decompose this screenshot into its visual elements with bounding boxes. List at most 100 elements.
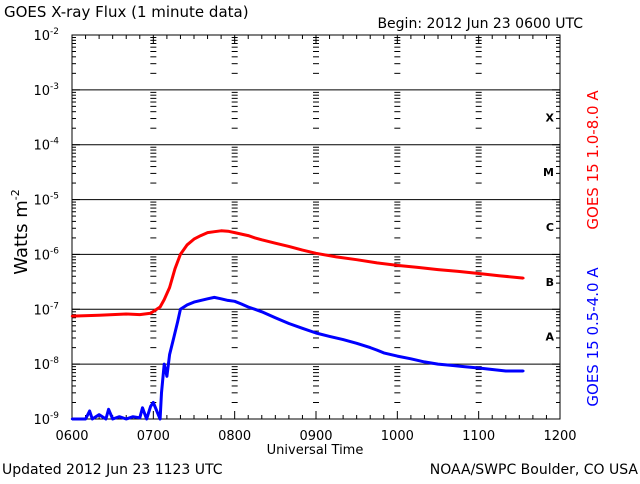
data-point-short-wavelength xyxy=(172,336,175,340)
data-point-short-wavelength xyxy=(160,391,163,394)
x-tick-label: 1100 xyxy=(462,429,495,444)
data-point-short-wavelength xyxy=(355,342,358,345)
y-tick-base: 10 xyxy=(33,84,50,99)
data-point-short-wavelength xyxy=(107,408,110,411)
data-point-short-wavelength xyxy=(375,348,379,352)
data-point-long-wavelength xyxy=(416,266,419,269)
footer-updated: Updated 2012 Jun 23 1123 UTC xyxy=(2,462,223,478)
grid-layer xyxy=(72,37,560,403)
data-point-long-wavelength xyxy=(301,248,304,252)
x-tick-label: 0700 xyxy=(137,429,170,444)
data-point-long-wavelength xyxy=(173,267,177,270)
flare-class-label: X xyxy=(546,111,555,124)
x-tick-label: 0800 xyxy=(218,429,251,444)
data-point-long-wavelength xyxy=(226,230,230,233)
data-point-short-wavelength xyxy=(253,308,257,311)
svg-text:Watts m-2: Watts m-2 xyxy=(9,189,32,274)
data-point-long-wavelength xyxy=(396,264,399,267)
data-point-long-wavelength xyxy=(274,242,277,245)
data-point-short-wavelength xyxy=(477,366,480,370)
footer-credit: NOAA/SWPC Boulder, CO USA xyxy=(430,462,639,478)
flare-class-label: A xyxy=(545,331,554,344)
data-point-short-wavelength xyxy=(274,316,277,319)
data-point-long-wavelength xyxy=(138,313,141,316)
data-point-long-wavelength xyxy=(179,253,182,256)
x-tick-label: 1200 xyxy=(543,429,576,444)
data-point-short-wavelength xyxy=(88,409,91,413)
data-point-long-wavelength xyxy=(199,234,202,237)
data-point-short-wavelength xyxy=(219,297,223,300)
data-point-short-wavelength xyxy=(301,327,304,330)
data-point-short-wavelength xyxy=(179,308,182,311)
data-point-short-wavelength xyxy=(341,338,345,341)
legend-long-group: GOES 15 1.0-8.0 A xyxy=(584,90,602,230)
data-point-short-wavelength xyxy=(491,368,494,371)
y-tick-base: 10 xyxy=(33,139,50,154)
data-point-short-wavelength xyxy=(131,415,135,418)
flare-class-label: B xyxy=(546,276,554,289)
data-point-short-wavelength xyxy=(463,365,467,368)
data-point-long-wavelength xyxy=(206,231,209,234)
y-tick-base: 10 xyxy=(33,194,50,209)
x-axis-label: Universal Time xyxy=(267,443,364,458)
data-point-short-wavelength xyxy=(369,346,372,349)
legend-short-group: GOES 15 0.5-4.0 A xyxy=(584,267,602,407)
y-tick-label: 10-6 xyxy=(33,246,59,263)
data-point-long-wavelength xyxy=(97,314,101,317)
flare-class-label: C xyxy=(546,221,554,234)
data-point-short-wavelength xyxy=(287,322,291,325)
y-tick-exponent: -7 xyxy=(50,301,59,311)
data-point-short-wavelength xyxy=(396,354,399,358)
y-tick-exponent: -6 xyxy=(50,246,59,256)
data-point-long-wavelength xyxy=(436,268,440,271)
legend-short-wavelength: GOES 15 0.5-4.0 A xyxy=(584,267,602,407)
data-point-short-wavelength xyxy=(141,406,144,409)
data-point-long-wavelength xyxy=(287,245,291,248)
data-point-long-wavelength xyxy=(219,229,223,232)
data-point-short-wavelength xyxy=(111,417,114,421)
data-point-short-wavelength xyxy=(206,297,209,300)
data-point-short-wavelength xyxy=(240,302,243,306)
y-tick-base: 10 xyxy=(33,29,50,44)
flare-class-label: M xyxy=(543,166,554,179)
data-point-short-wavelength xyxy=(436,362,440,366)
y-axis-label: Watts m xyxy=(11,200,32,274)
y-tick-label: 10-7 xyxy=(33,301,59,318)
data-point-short-wavelength xyxy=(70,417,74,421)
data-point-short-wavelength xyxy=(233,300,236,303)
data-point-long-wavelength xyxy=(314,252,318,255)
data-point-long-wavelength xyxy=(192,237,196,241)
y-tick-exponent: -5 xyxy=(50,192,59,202)
y-tick-label: 10-3 xyxy=(33,82,59,99)
data-point-short-wavelength xyxy=(125,417,128,421)
y-tick-label: 10-4 xyxy=(33,137,59,154)
y-tick-label: 10-8 xyxy=(33,356,59,373)
data-point-short-wavelength xyxy=(118,415,121,418)
data-point-short-wavelength xyxy=(382,351,385,355)
data-point-long-wavelength xyxy=(149,312,152,315)
data-point-long-wavelength xyxy=(522,276,525,280)
data-point-long-wavelength xyxy=(260,238,263,241)
data-point-long-wavelength xyxy=(186,243,189,246)
x-tick-label: 0900 xyxy=(299,429,332,444)
x-tick-label: 1000 xyxy=(381,429,414,444)
data-point-long-wavelength xyxy=(70,314,74,318)
y-tick-base: 10 xyxy=(33,413,50,428)
axis-layer xyxy=(71,34,561,420)
data-point-short-wavelength xyxy=(84,417,87,421)
data-point-long-wavelength xyxy=(168,286,171,289)
data-point-short-wavelength xyxy=(165,375,169,378)
y-axis-label-group: Watts m-2 xyxy=(9,189,32,274)
series-layer xyxy=(70,229,525,421)
data-point-short-wavelength xyxy=(186,303,189,307)
y-tick-label: 10-5 xyxy=(33,192,59,209)
y-tick-base: 10 xyxy=(33,358,50,373)
y-tick-label: 10-9 xyxy=(33,411,59,428)
data-point-long-wavelength xyxy=(335,255,338,259)
data-point-short-wavelength xyxy=(504,369,507,373)
y-tick-base: 10 xyxy=(33,303,50,318)
chart-title: GOES X-ray Flux (1 minute data) xyxy=(4,3,249,21)
